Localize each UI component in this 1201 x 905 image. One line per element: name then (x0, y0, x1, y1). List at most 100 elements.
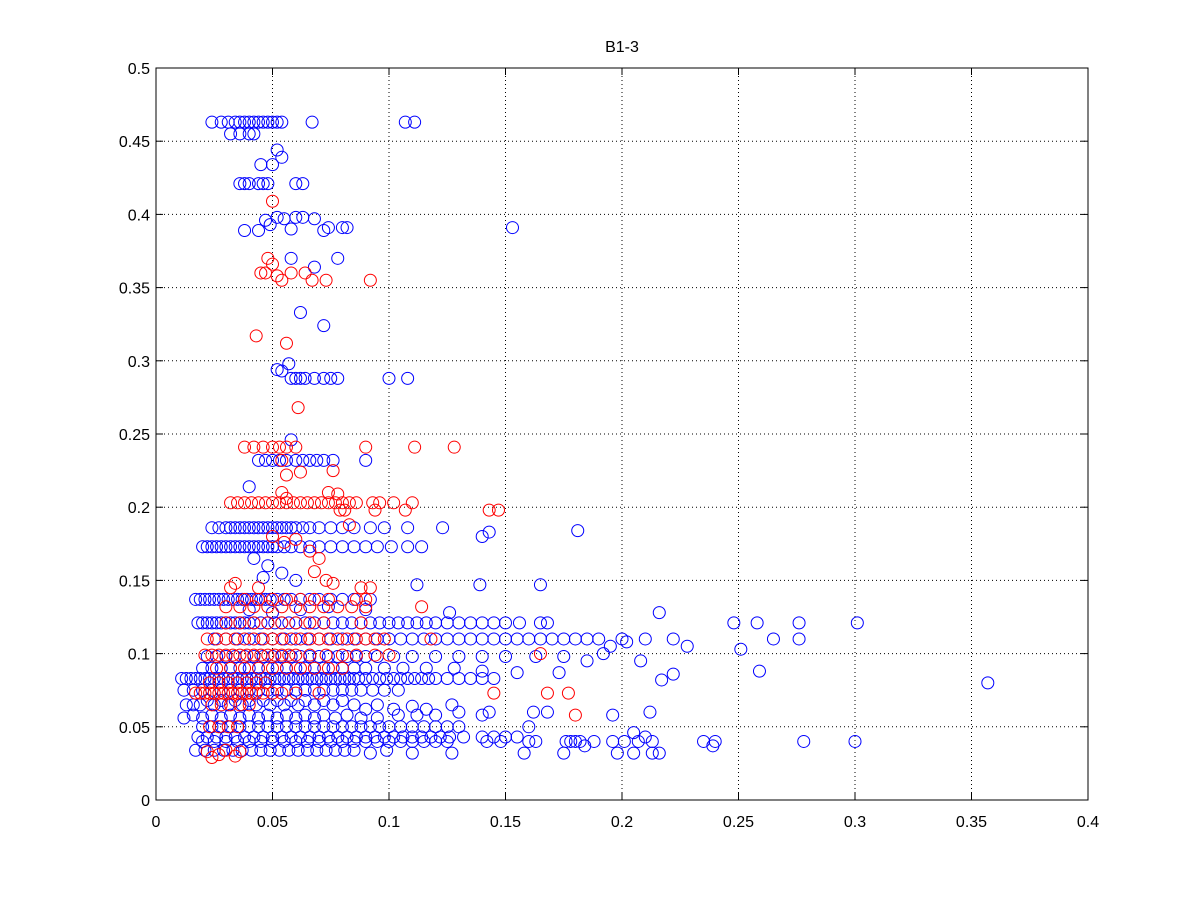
data-point (293, 730, 307, 744)
data-point (349, 648, 363, 662)
data-point (249, 676, 263, 690)
data-point (238, 616, 252, 630)
data-point (445, 746, 459, 760)
data-point (284, 632, 298, 646)
data-point (259, 453, 273, 467)
data-point (317, 319, 331, 333)
data-point (275, 686, 289, 700)
data-point (240, 648, 254, 662)
data-point (296, 521, 310, 535)
y-tick-label: 0.4 (128, 207, 150, 224)
data-point (249, 329, 263, 343)
y-tick-label: 0.2 (128, 500, 150, 517)
data-point (359, 661, 373, 675)
data-point (263, 743, 277, 757)
data-point (224, 661, 238, 675)
data-point (368, 503, 382, 517)
data-point (314, 496, 328, 510)
data-point (303, 600, 317, 614)
data-point (275, 364, 289, 378)
data-point (298, 616, 312, 630)
data-point (300, 496, 314, 510)
data-point (848, 734, 862, 748)
series-0 (175, 115, 995, 760)
data-point (405, 650, 419, 664)
data-point (377, 632, 391, 646)
data-point (205, 751, 219, 765)
data-point (335, 693, 349, 707)
data-point (233, 745, 247, 759)
data-point (317, 371, 331, 385)
data-point (494, 734, 508, 748)
data-point (242, 540, 256, 554)
data-point (261, 600, 275, 614)
data-point (345, 600, 359, 614)
data-point (289, 440, 303, 454)
data-point (238, 540, 252, 554)
data-point (643, 705, 657, 719)
data-point (242, 177, 256, 191)
x-tick-label: 0.1 (378, 814, 400, 831)
data-point (205, 115, 219, 129)
data-point (224, 496, 238, 510)
data-point (349, 496, 363, 510)
data-point (475, 650, 489, 664)
data-point (272, 440, 286, 454)
data-point (238, 661, 252, 675)
data-point (457, 730, 471, 744)
data-point (370, 698, 384, 712)
data-point (233, 648, 247, 662)
data-point (480, 734, 494, 748)
data-point (580, 654, 594, 668)
data-point (373, 616, 387, 630)
data-point (219, 540, 233, 554)
data-point (307, 371, 321, 385)
data-point (266, 194, 279, 208)
data-point (298, 661, 312, 675)
data-point (415, 600, 429, 614)
data-point (387, 496, 401, 510)
data-point (666, 667, 680, 681)
data-point (254, 616, 268, 630)
data-point (303, 521, 317, 535)
data-point (382, 648, 396, 662)
data-point (331, 371, 345, 385)
data-point (610, 746, 624, 760)
data-point (617, 734, 631, 748)
data-point (510, 730, 524, 744)
data-point (303, 616, 317, 630)
data-point (312, 686, 326, 700)
data-point (561, 686, 575, 700)
data-point (331, 487, 345, 501)
data-point (252, 661, 266, 675)
data-point (210, 616, 224, 630)
data-point (207, 592, 221, 606)
data-point (238, 592, 252, 606)
data-point (212, 592, 226, 606)
data-point (242, 661, 256, 675)
data-point (198, 648, 212, 662)
data-point (266, 592, 279, 606)
data-point (526, 705, 540, 719)
data-point (303, 632, 317, 646)
data-point (307, 661, 321, 675)
data-point (284, 433, 298, 447)
data-point (231, 592, 245, 606)
data-point (368, 632, 382, 646)
data-point (279, 496, 293, 510)
data-point (228, 632, 242, 646)
data-point (275, 632, 289, 646)
data-point (289, 686, 303, 700)
data-point (289, 371, 303, 385)
data-point (231, 720, 245, 734)
data-point (540, 686, 554, 700)
data-point (233, 698, 247, 712)
data-point (228, 521, 242, 535)
data-point (266, 453, 279, 467)
data-point (189, 592, 203, 606)
data-point (475, 708, 489, 722)
data-point (293, 371, 307, 385)
data-point (499, 650, 512, 664)
data-point (214, 616, 228, 630)
data-point (319, 648, 333, 662)
